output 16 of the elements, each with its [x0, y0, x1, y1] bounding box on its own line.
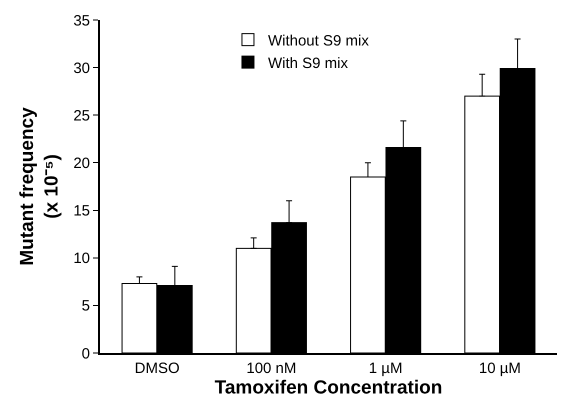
x-axis-title: Tamoxifen Concentration: [214, 377, 442, 398]
legend-label: Without S9 mix: [268, 32, 370, 50]
y-axis-title: Mutant frequency (x 10⁻⁵): [16, 106, 63, 266]
y-tick-label: 20: [73, 154, 90, 172]
y-tick-label: 30: [73, 60, 90, 77]
y-tick-label: 0: [82, 345, 90, 362]
y-tick-label: 25: [73, 107, 90, 124]
y-tick-label: 10: [73, 250, 90, 268]
x-tick-label: DMSO: [134, 360, 180, 377]
legend-label: With S9 mix: [268, 54, 348, 72]
x-tick-label: 10 µM: [478, 360, 521, 377]
y-tick-label: 15: [73, 202, 90, 220]
x-tick-label: 100 nM: [246, 360, 296, 377]
y-tick-label: 35: [73, 12, 90, 30]
x-tick-label: 1 µM: [368, 360, 402, 377]
y-tick-label: 5: [82, 298, 90, 315]
